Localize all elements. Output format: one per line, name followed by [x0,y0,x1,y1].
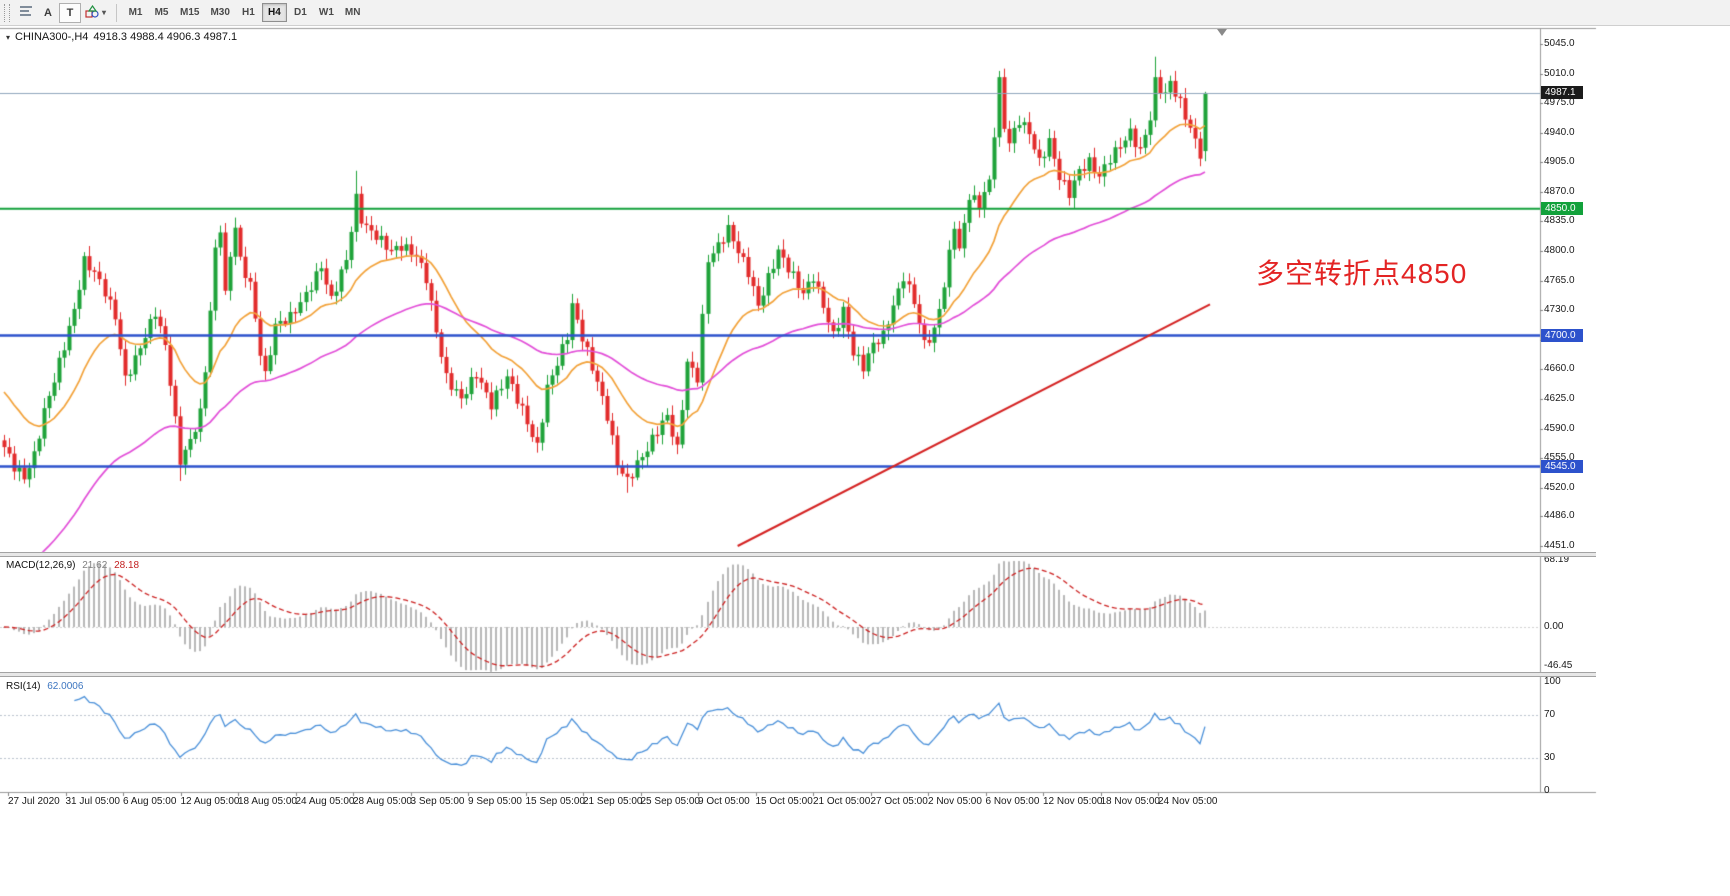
rsi-axis-label: 0 [1544,785,1550,796]
current-price-tag: 4987.1 [1541,86,1583,100]
price-axis-label: 4870.0 [1544,185,1575,197]
macd-axis-label: 68.19 [1544,554,1570,566]
text-label-button[interactable]: A [37,3,59,23]
chevron-down-icon: ▾ [102,8,107,17]
time-axis-label: 2 Nov 05:00 [928,796,982,807]
time-axis-label: 25 Sep 05:00 [640,796,701,807]
time-axis-label: 3 Sep 05:00 [410,796,465,807]
price-axis-label: 5045.0 [1544,38,1575,49]
chart-ohlc-values: 4918.3 4988.4 4906.3 4987.1 [93,31,238,43]
price-level-tag: 4700.0 [1541,329,1583,343]
price-axis-label: 4800.0 [1544,245,1575,257]
time-axis-label: 21 Oct 05:00 [813,796,871,807]
timeframe-H4-button[interactable]: H4 [261,3,287,22]
price-axis-label: 4765.0 [1544,274,1575,286]
time-axis-label: 6 Nov 05:00 [985,796,1040,807]
time-axis-label: 27 Oct 05:00 [870,796,928,807]
time-axis-label: 15 Sep 05:00 [525,796,586,807]
price-axis-label: 5010.0 [1544,67,1575,79]
time-axis-label: 9 Sep 05:00 [468,796,522,807]
rsi-axis-label: 30 [1544,752,1556,764]
time-axis-label: 12 Nov 05:00 [1043,796,1103,807]
shapes-icon [85,4,100,21]
time-axis-label: 24 Nov 05:00 [1158,796,1218,807]
rsi-indicator-label: RSI(14) 62.0006 [6,681,83,692]
macd-indicator-label: MACD(12,26,9) 21.62 28.18 [6,560,139,571]
price-axis-label: 4730.0 [1544,304,1575,316]
chart-shift-marker-icon[interactable] [1217,29,1227,36]
price-level-tag: 4850.0 [1541,202,1583,216]
time-axis-label: 9 Oct 05:00 [698,796,750,807]
time-axis-label: 15 Oct 05:00 [755,796,813,807]
timeframe-M15-button[interactable]: M15 [175,3,204,22]
line-studies-button[interactable] [15,3,37,23]
text-tool-button[interactable]: T [59,2,81,23]
macd-axis-label: 0.00 [1544,621,1564,632]
timeframe-D1-button[interactable]: D1 [288,3,313,22]
macd-pane-splitter[interactable] [0,552,1596,557]
price-axis-label: 4975.0 [1544,97,1575,109]
chart-title: ▾ CHINA300-,H4 4918.3 4988.4 4906.3 4987… [6,31,237,43]
time-axis-label: 31 Jul 05:00 [65,796,121,807]
price-axis-label: 4625.0 [1544,392,1575,404]
price-axis-label: 4520.0 [1544,481,1575,493]
macd-signal-value: 28.18 [114,560,140,571]
toolbar-grip[interactable] [4,3,10,22]
timeframe-H1-button[interactable]: H1 [236,3,261,22]
time-axis-label: 28 Aug 05:00 [353,796,412,807]
time-axis-label: 24 Aug 05:00 [295,796,355,807]
price-axis-label: 4486.0 [1544,510,1575,522]
one-click-trading-icon[interactable]: ▾ [6,32,11,42]
price-axis-label: 4590.0 [1544,422,1575,434]
price-axis-label: 4451.0 [1544,540,1575,551]
rsi-pane-splitter[interactable] [0,672,1596,677]
timeframe-group: M1 M5 M15 M30 H1 H4 D1 W1 MN [123,3,365,22]
rsi-axis-label: 70 [1544,708,1556,720]
line-studies-icon [19,5,33,20]
price-axis-label: 4555.0 [1544,452,1575,464]
price-axis-label: 4835.0 [1544,215,1575,227]
price-axis-label: 4660.0 [1544,363,1575,375]
shapes-button[interactable]: ▾ [81,3,110,23]
time-axis-label: 18 Aug 05:00 [238,796,297,807]
time-axis-label: 27 Jul 2020 [8,796,60,807]
rsi-value: 62.0006 [47,681,84,692]
macd-main-value: 21.62 [82,560,108,571]
time-axis-label: 21 Sep 05:00 [583,796,643,807]
toolbar: A T ▾ M1 M5 M15 M30 H1 H4 D1 W1 MN [0,0,1730,26]
price-level-tag: 4545.0 [1541,460,1583,474]
timeframe-W1-button[interactable]: W1 [314,3,339,22]
timeframe-M1-button[interactable]: M1 [123,3,148,22]
rsi-name: RSI(14) [6,681,41,692]
toolbar-separator [116,3,118,22]
timeframe-M30-button[interactable]: M30 [205,3,234,22]
timeframe-M5-button[interactable]: M5 [149,3,174,22]
chart-text-annotation[interactable]: 多空转折点4850 [1256,258,1468,289]
chart-symbol-period: CHINA300-,H4 [15,31,89,43]
macd-axis-label: -46.45 [1544,660,1573,671]
timeframe-MN-button[interactable]: MN [340,3,366,22]
macd-name: MACD(12,26,9) [6,560,76,571]
time-axis-label: 12 Aug 05:00 [180,796,240,807]
time-axis-label: 18 Nov 05:00 [1100,796,1161,807]
time-axis-label: 6 Aug 05:00 [123,796,177,807]
rsi-axis-label: 100 [1544,676,1561,687]
price-axis-label: 4905.0 [1544,156,1575,168]
price-axis-label: 4940.0 [1544,126,1575,138]
